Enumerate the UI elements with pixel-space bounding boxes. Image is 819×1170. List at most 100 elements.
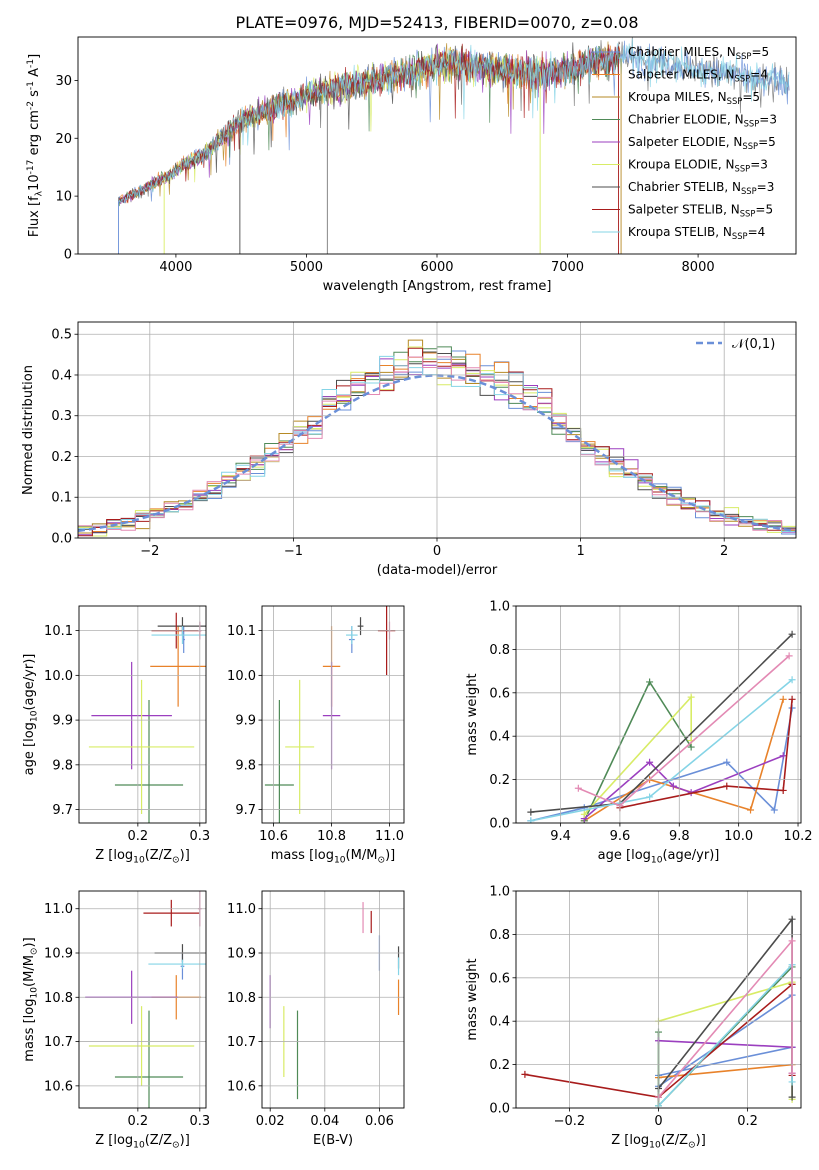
y-tick-label: 0.0: [51, 532, 72, 547]
weight-series: [657, 962, 793, 1107]
y-tick-label: 10.0: [227, 669, 256, 684]
x-tick-label: −0.2: [554, 1114, 586, 1129]
y-axis-label: age [log10​(age/yr)]: [22, 654, 39, 776]
x-axis-label: Z [log10​(Z/Z⊙​)]: [611, 1133, 706, 1150]
weight-marker: [687, 693, 695, 701]
axes-frame: [78, 605, 207, 824]
x-tick-label: 2: [720, 544, 728, 559]
panel-residuals: −2 −1 0 1 2 0.0 0.1 0.2 0.3 0.4 0.5 (data-model)/er…: [21, 321, 797, 578]
y-axis-label: mass [log10​(M/M⊙​)]: [22, 937, 39, 1061]
x-tick-label: 0.2: [128, 829, 149, 844]
legend-label: 𝒩(0,1): [732, 337, 775, 352]
weight-series: [577, 655, 790, 807]
x-tick-label: 0.3: [189, 829, 210, 844]
weight-marker: [723, 782, 731, 790]
panel-spectrum: 4000 5000 6000 7000 8000 0 10 20 30 wavelength [A…: [26, 36, 797, 294]
x-tick-label: 0.3: [189, 1114, 210, 1129]
legend-label: Chabrier ELODIE, NSSP​=3: [628, 113, 777, 129]
weight-marker: [527, 817, 535, 823]
y-tick-label: 10.9: [227, 947, 256, 962]
x-tick-label: 9.4: [550, 829, 571, 844]
y-tick-label: 9.7: [235, 803, 256, 818]
axes-frame: [261, 605, 405, 824]
y-tick-label: 0.6: [489, 971, 510, 986]
x-tick-label: 4000: [159, 260, 192, 275]
y-tick-label: 0: [64, 248, 72, 263]
x-tick-label: −2: [140, 544, 159, 559]
weight-marker: [669, 782, 677, 790]
weight-marker: [527, 808, 535, 816]
x-tick-label: 10.6: [259, 829, 288, 844]
y-tick-label: 9.7: [52, 803, 73, 818]
weight-marker: [785, 652, 793, 660]
x-tick-label: 1: [576, 544, 584, 559]
x-axis-label: E(B-V): [313, 1133, 353, 1148]
weight-series: [530, 633, 793, 813]
y-tick-label: 9.9: [52, 714, 73, 729]
x-tick-label: 9.6: [610, 829, 631, 844]
y-tick-label: 10.9: [44, 947, 73, 962]
y-tick-label: 10: [55, 190, 72, 205]
x-tick-label: 10.8: [317, 829, 346, 844]
y-tick-label: 0.2: [489, 773, 510, 788]
legend-label: Kroupa ELODIE, NSSP​=3: [628, 158, 768, 174]
y-tick-label: 11.0: [227, 902, 256, 917]
figure-title: PLATE=0976, MJD=52413, FIBERID=0070, z=0…: [235, 13, 638, 32]
y-tick-label: 0.2: [489, 1058, 510, 1073]
x-tick-label: 10.0: [724, 829, 753, 844]
weight-marker: [779, 786, 787, 794]
y-axis-label: mass weight: [465, 958, 480, 1040]
y-tick-label: 0.0: [489, 1102, 510, 1117]
weight-series: [583, 754, 784, 820]
y-tick-label: 0.8: [489, 928, 510, 943]
x-tick-label: 0.06: [365, 1114, 394, 1129]
axes-frame: [515, 890, 802, 1109]
axes-frame: [261, 890, 405, 1109]
y-tick-label: 9.8: [52, 758, 73, 773]
x-tick-label: 0.2: [737, 1114, 758, 1129]
weight-marker: [521, 1070, 529, 1078]
x-axis-label: (data-model)/error: [377, 563, 498, 578]
panel-mass-vs-ebv: 0.02 0.04 0.06 10.6 10.7 10.8 10.9 11.0 E(B-V): [227, 890, 405, 1148]
y-tick-label: 0.3: [51, 409, 72, 424]
weight-marker: [723, 758, 731, 766]
y-tick-label: 10.7: [227, 1035, 256, 1050]
plot-area: [85, 891, 206, 1108]
legend-label: Salpeter MILES, NSSP​=4: [628, 68, 768, 84]
plot-area: [88, 612, 206, 823]
y-tick-label: 0.0: [489, 817, 510, 832]
y-tick-label: 0.6: [489, 686, 510, 701]
spectrum-line: [118, 38, 790, 204]
legend-label: Chabrier STELIB, NSSP​=3: [628, 180, 774, 196]
legend-label: Kroupa MILES, NSSP​=5: [628, 90, 760, 106]
weight-marker: [646, 793, 654, 801]
weight-series: [619, 699, 793, 809]
weight-marker: [788, 1093, 796, 1101]
x-tick-label: 10.2: [784, 829, 813, 844]
weight-marker: [646, 758, 654, 766]
y-tick-label: 10.1: [44, 624, 73, 639]
weight-marker: [788, 1078, 796, 1086]
weight-series: [658, 1039, 793, 1074]
y-tick-label: 10.1: [227, 624, 256, 639]
y-tick-label: 0.8: [489, 643, 510, 658]
x-tick-label: 6000: [420, 260, 453, 275]
weight-marker: [788, 695, 796, 703]
y-tick-label: 0.4: [489, 1015, 510, 1030]
panel-age-vs-mass: 10.6 10.8 11.0 9.7 9.8 9.9 10.0 10.1 mass [log10…: [227, 605, 405, 865]
plot-area: [118, 37, 790, 254]
y-tick-label: 1.0: [489, 600, 510, 615]
y-tick-label: 0.4: [51, 368, 72, 383]
x-tick-label: 0: [654, 1114, 662, 1129]
panel-age-vs-z: 0.2 0.3 9.7 9.8 9.9 10.0 10.1 Z [log10​(Z/Z⊙​)]…: [22, 605, 210, 865]
panel-mass-vs-z: 0.2 0.3 10.6 10.7 10.8 10.9 11.0 Z [log10​(Z/Z⊙…: [22, 890, 210, 1150]
x-tick-label: 0.2: [128, 1114, 149, 1129]
legend-label: Salpeter ELODIE, NSSP​=5: [628, 135, 776, 151]
plot-area: [527, 630, 796, 823]
y-tick-label: 9.8: [235, 758, 256, 773]
weight-marker: [580, 810, 588, 818]
x-tick-label: −1: [284, 544, 303, 559]
panel-weight-vs-z: −0.2 0 0.2 0.0 0.2 0.4 0.6 0.8 1.0 Z [log10​(Z/Z⊙…: [465, 885, 802, 1150]
